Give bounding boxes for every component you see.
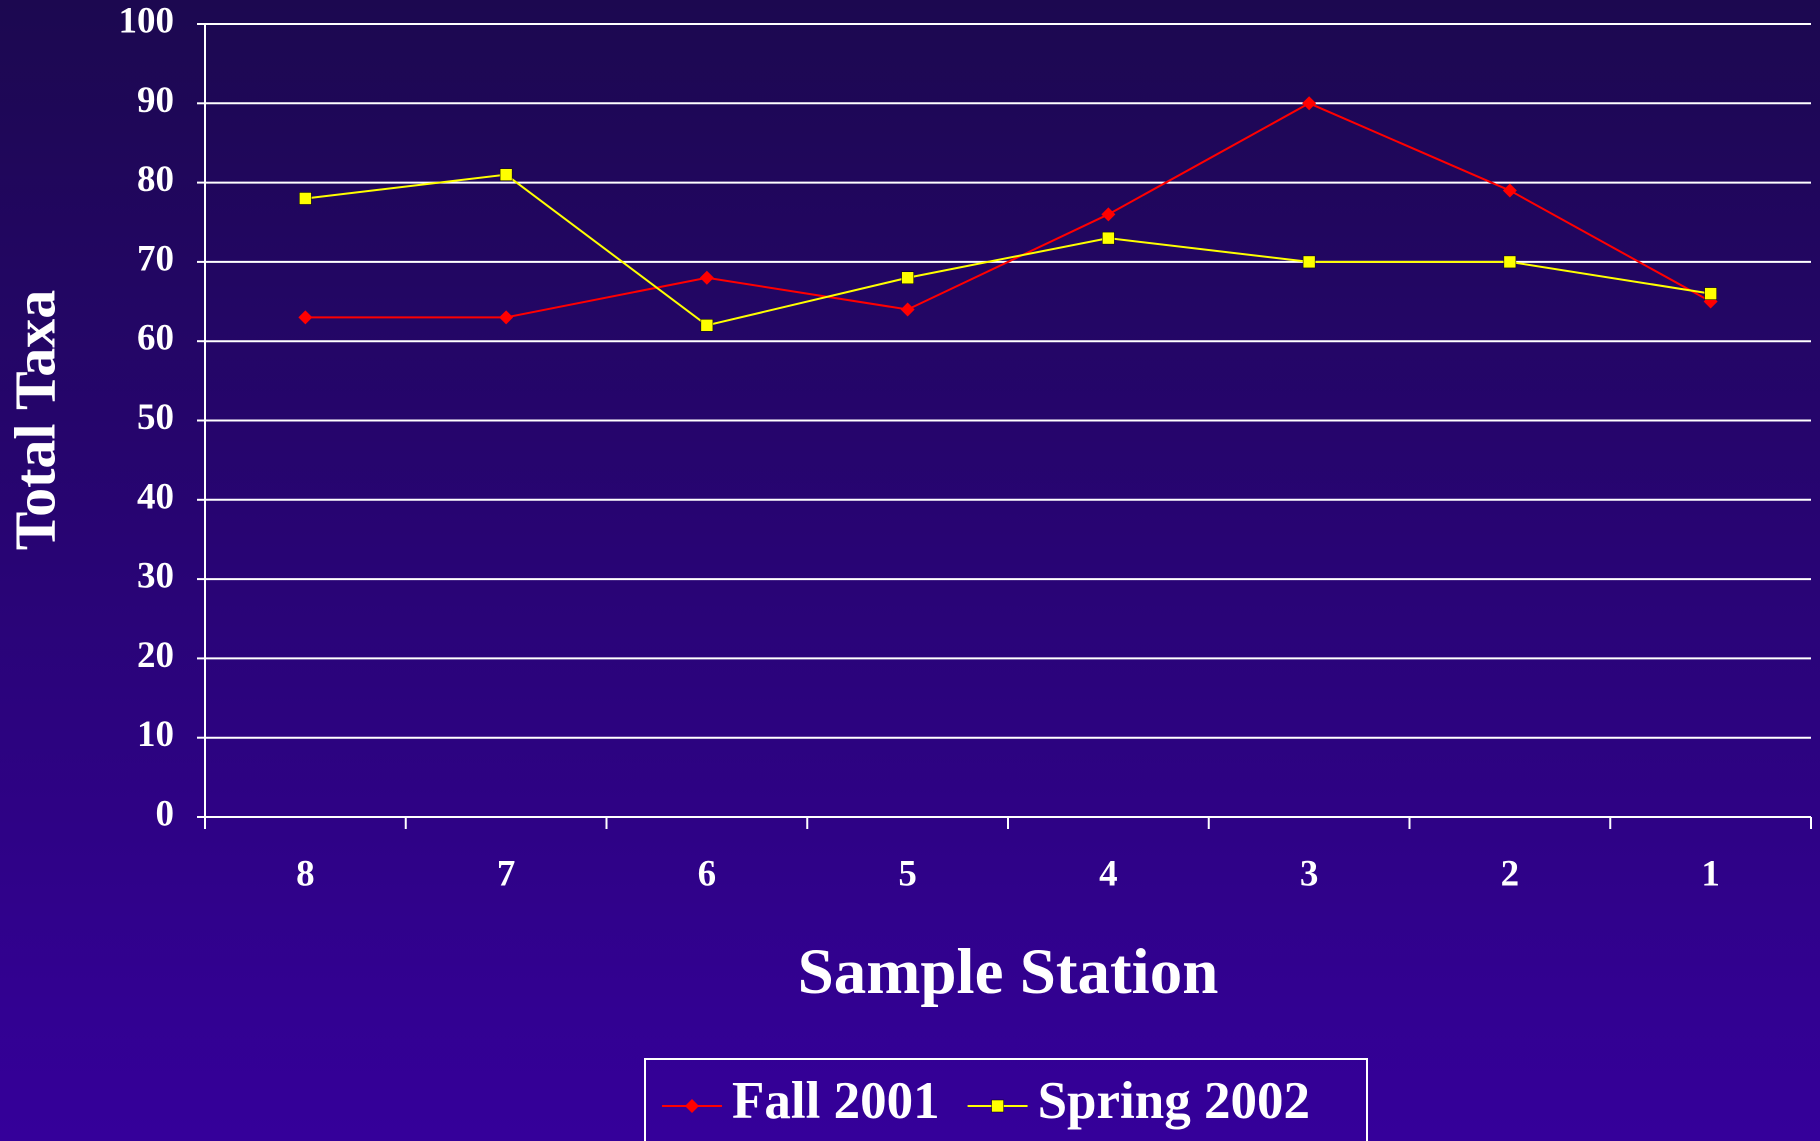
marker	[1302, 255, 1316, 269]
marker	[1101, 207, 1116, 222]
x-tick-label: 5	[898, 853, 917, 894]
series-line	[305, 102, 1712, 319]
marker	[499, 168, 513, 181]
marker	[299, 192, 312, 205]
y-tick-label: 60	[137, 318, 174, 359]
y-tick-label: 70	[137, 238, 174, 279]
y-tick-label: 100	[119, 0, 175, 41]
y-tick-label: 20	[137, 635, 174, 676]
marker	[1102, 231, 1115, 245]
x-tick-label: 2	[1501, 853, 1520, 894]
x-tick-label: 7	[497, 853, 516, 894]
legend-label: Fall 2001	[732, 1072, 940, 1130]
marker	[1704, 287, 1717, 300]
y-tick-label: 80	[137, 159, 174, 200]
marker	[298, 310, 313, 325]
y-tick-label: 10	[137, 714, 174, 755]
y-axis-label: Total Taxa	[2, 290, 67, 551]
y-tick-label: 30	[137, 556, 174, 597]
marker	[1503, 255, 1517, 269]
marker	[1502, 183, 1517, 198]
marker	[900, 302, 915, 317]
y-tick-label: 40	[137, 476, 174, 517]
marker	[901, 271, 914, 285]
legend-label: Spring 2002	[1038, 1072, 1310, 1130]
x-tick-label: 1	[1701, 853, 1720, 894]
y-tick-label: 90	[137, 80, 174, 121]
y-tick-label: 0	[156, 793, 175, 834]
marker	[1302, 96, 1317, 111]
x-tick-label: 6	[698, 853, 717, 894]
y-tick-label: 50	[137, 397, 174, 438]
x-tick-label: 8	[296, 853, 315, 894]
legend: Fall 2001 Spring 2002	[662, 1072, 1310, 1130]
legend-box	[644, 1058, 1368, 1141]
legend-marker	[685, 1099, 699, 1113]
marker	[699, 270, 714, 285]
x-axis-label: Sample Station	[798, 936, 1219, 1008]
legend-marker	[991, 1099, 1004, 1113]
x-tick-label: 3	[1300, 853, 1319, 894]
marker	[499, 310, 514, 325]
marker	[700, 319, 714, 332]
series-line	[305, 173, 1711, 327]
x-tick-label: 4	[1099, 853, 1118, 894]
